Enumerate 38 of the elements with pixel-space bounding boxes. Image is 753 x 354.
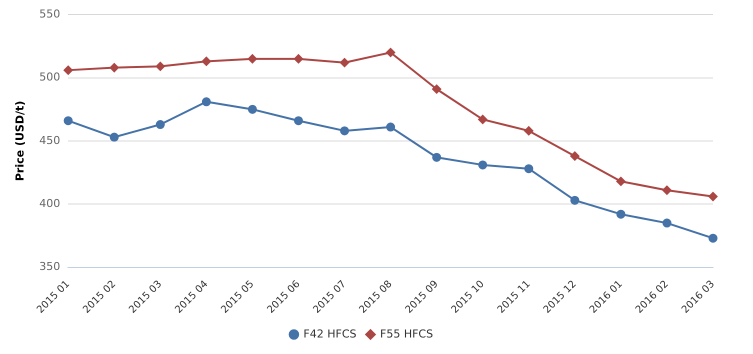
point xyxy=(432,152,442,162)
point xyxy=(662,186,672,195)
point xyxy=(708,192,718,202)
point xyxy=(202,97,211,106)
point xyxy=(64,66,73,75)
y-axis-title: Price (USD/t) xyxy=(13,100,26,182)
point xyxy=(386,48,396,57)
point xyxy=(156,62,165,71)
point xyxy=(202,56,211,66)
point xyxy=(570,152,580,161)
y-tick-label: 550 xyxy=(39,7,60,20)
point xyxy=(616,210,626,219)
legend-label: F42 HFCS xyxy=(303,327,357,340)
point xyxy=(64,116,73,126)
point xyxy=(340,126,350,136)
point xyxy=(524,164,534,174)
point xyxy=(294,116,303,126)
point xyxy=(248,104,257,114)
point xyxy=(294,54,303,64)
point xyxy=(662,218,672,228)
y-tick-label: 350 xyxy=(39,260,60,274)
point xyxy=(432,84,442,94)
point xyxy=(616,176,626,186)
legend-label: F55 HFCS xyxy=(380,327,434,340)
point xyxy=(110,132,119,142)
point xyxy=(570,196,580,205)
point xyxy=(708,234,718,243)
point xyxy=(110,63,119,72)
y-tick-label: 450 xyxy=(39,134,60,147)
y-tick-label: 400 xyxy=(39,196,60,210)
point xyxy=(248,54,257,64)
point xyxy=(386,122,396,132)
y-tick-label: 500 xyxy=(39,70,60,84)
point xyxy=(478,114,488,124)
point xyxy=(524,126,534,136)
point xyxy=(340,58,350,68)
point xyxy=(156,120,165,130)
point xyxy=(478,160,488,170)
